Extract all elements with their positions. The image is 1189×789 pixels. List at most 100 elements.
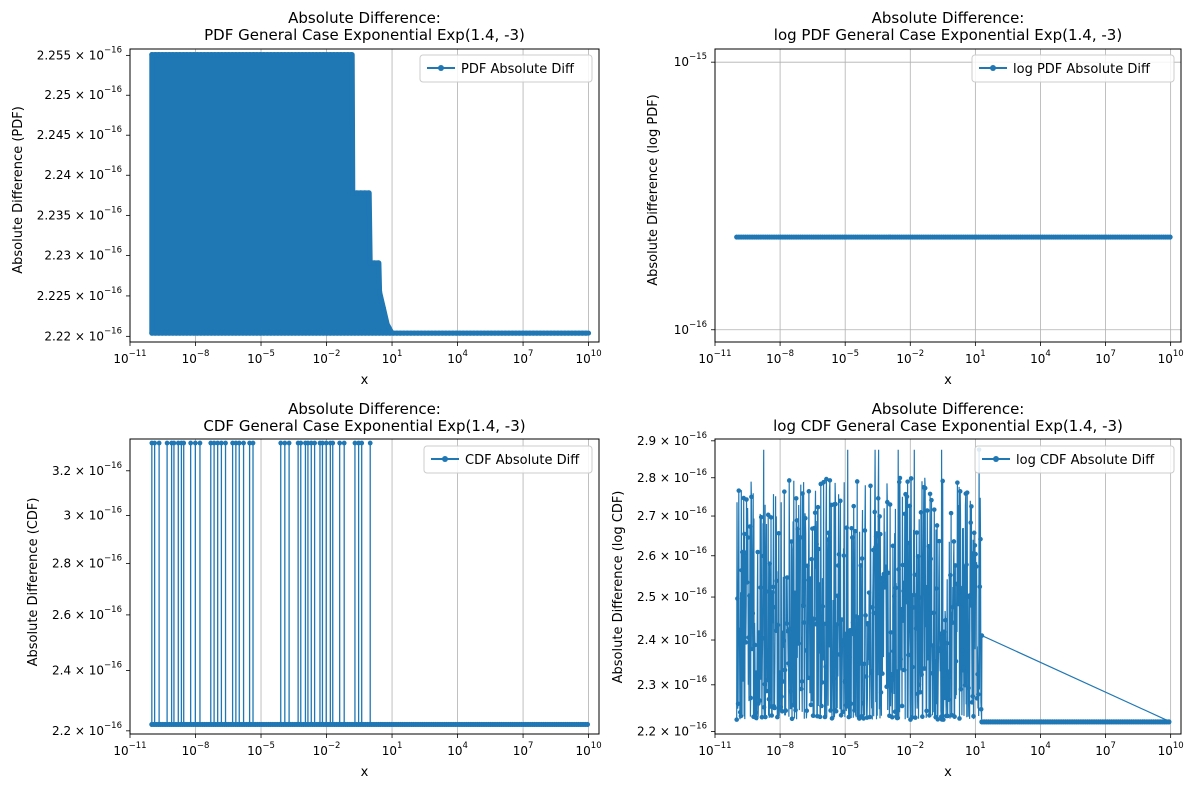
y-ticks: 2.2 × 10−16 2.4 × 10−16 2.6 × 10−16 2.8 × 1… <box>52 461 130 738</box>
data-point <box>952 563 958 568</box>
data-point <box>764 688 770 694</box>
data-point <box>924 508 930 513</box>
data-point <box>877 514 882 519</box>
data-point <box>929 671 935 676</box>
data-point <box>831 676 836 681</box>
data-point <box>781 638 786 644</box>
data-point <box>359 440 365 446</box>
data-point <box>828 708 833 713</box>
data-point <box>848 701 854 707</box>
data-point <box>970 693 976 699</box>
data-point <box>952 714 957 719</box>
x-tick-label: 104 <box>1030 349 1051 366</box>
x-tick-label: 10−8 <box>182 741 210 758</box>
data-point <box>896 567 901 572</box>
data-point <box>935 717 941 722</box>
x-tick-label: 10−8 <box>766 349 794 366</box>
data-point <box>840 709 846 715</box>
data-point <box>959 605 964 611</box>
data-point <box>756 630 762 635</box>
data-point <box>800 491 805 496</box>
data-point <box>761 553 766 559</box>
data-point <box>247 440 253 446</box>
chart-title-line1: Absolute Difference: <box>872 400 1025 418</box>
data-point <box>774 578 779 584</box>
data-point <box>815 504 821 510</box>
data-point <box>922 485 928 491</box>
x-ticks: 10−11 10−8 10−5 10−2 101 104 107 1010 <box>113 734 602 758</box>
data-point <box>837 652 842 657</box>
data-point <box>739 567 744 573</box>
data-point <box>742 531 747 537</box>
data-point <box>927 713 932 718</box>
data-point <box>925 655 931 661</box>
data-point <box>758 585 763 590</box>
data-point <box>947 674 952 680</box>
data-point <box>779 708 785 714</box>
data-point <box>816 546 821 552</box>
legend: log PDF Absolute Diff <box>971 54 1175 83</box>
data-point <box>951 539 957 544</box>
data-point <box>929 497 934 503</box>
x-tick-label: 10−5 <box>247 741 275 758</box>
data-point <box>885 570 891 576</box>
data-point <box>920 714 925 719</box>
data-point <box>857 661 863 666</box>
data-point <box>869 669 875 674</box>
x-tick-label: 10−8 <box>766 741 794 758</box>
data-point <box>895 715 901 721</box>
x-tick-label: 10−2 <box>896 349 924 366</box>
data-point <box>817 714 823 720</box>
data-point <box>849 535 855 540</box>
legend: log CDF Absolute Diff <box>974 445 1175 474</box>
data-point <box>770 584 776 590</box>
data-point <box>788 689 793 694</box>
data-point <box>377 289 383 295</box>
y-tick-label: 10−15 <box>674 52 707 69</box>
data-point <box>821 479 826 485</box>
x-tick-label: 107 <box>513 349 534 366</box>
chart-title-line1: Absolute Difference: <box>872 9 1025 27</box>
y-tick-label: 2.24 × 10−16 <box>44 165 122 182</box>
data-point <box>874 531 880 536</box>
data-point <box>972 543 978 548</box>
data-point <box>830 656 835 662</box>
data-point <box>758 514 764 520</box>
data-point <box>312 440 318 446</box>
y-tick-label: 2.2 × 10−16 <box>637 722 707 739</box>
data-point <box>584 721 591 728</box>
subplot-log-pdf: Absolute Difference: log PDF General Cas… <box>646 9 1184 388</box>
data-point <box>899 703 905 709</box>
data-point <box>782 489 787 494</box>
plot-area <box>149 440 591 728</box>
data-point <box>919 672 924 677</box>
legend-box <box>971 54 1175 83</box>
data-point <box>824 476 829 482</box>
data-point <box>889 671 894 677</box>
data-point <box>967 593 973 598</box>
data-point <box>799 679 805 684</box>
data-point <box>833 708 839 714</box>
x-tick-label: 107 <box>513 741 534 758</box>
data-point <box>362 190 368 196</box>
legend-marker <box>990 65 996 71</box>
data-point <box>907 503 913 509</box>
data-point <box>745 535 751 540</box>
x-tick-label: 10−8 <box>182 349 210 366</box>
data-point <box>854 479 860 484</box>
data-point <box>862 528 868 533</box>
data-point <box>803 515 808 521</box>
data-point <box>861 661 867 667</box>
data-point <box>971 530 977 536</box>
axes-frame <box>129 438 600 735</box>
data-point <box>906 652 911 658</box>
data-point <box>164 440 170 446</box>
data-point <box>792 590 798 596</box>
x-axis-label: x <box>361 373 369 388</box>
data-point <box>966 685 971 691</box>
data-point <box>903 599 909 605</box>
data-point <box>937 648 943 654</box>
data-point <box>742 550 748 555</box>
data-point <box>941 629 947 635</box>
data-point <box>905 479 910 484</box>
